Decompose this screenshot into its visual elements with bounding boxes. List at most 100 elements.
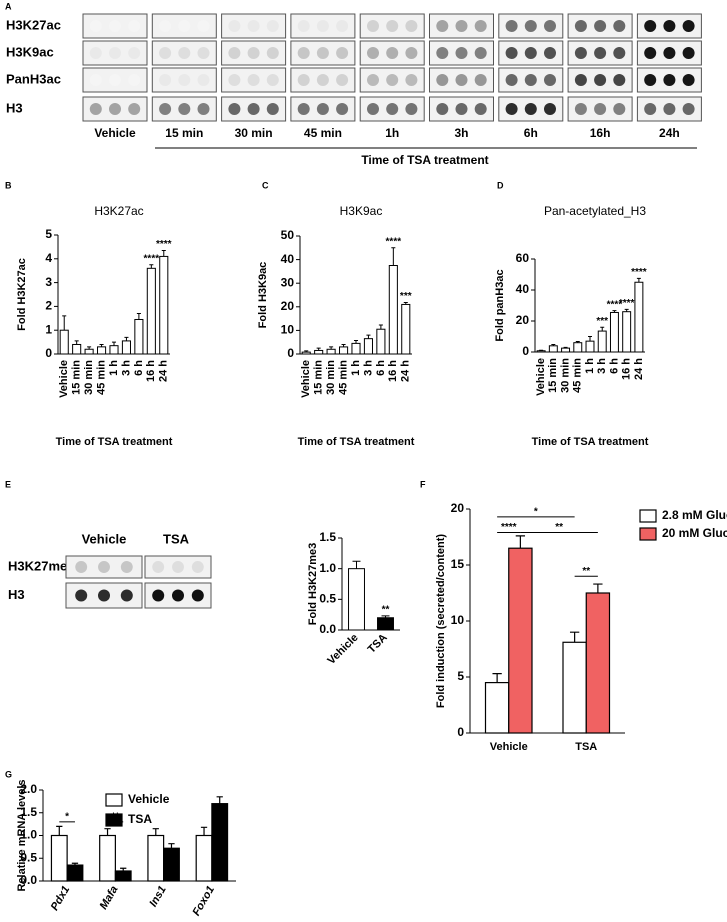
- blot-dot: [128, 74, 141, 86]
- blot-dot: [594, 74, 607, 86]
- blot-dot: [98, 561, 110, 573]
- y-tick-label: 1.5: [319, 530, 336, 544]
- blot-dot: [455, 20, 468, 32]
- blot-dot: [594, 47, 607, 59]
- blot-row-label: PanH3ac: [6, 71, 61, 86]
- error-bar: [200, 826, 208, 836]
- bar: [195, 834, 213, 882]
- blot-dot: [644, 103, 657, 115]
- bar: [163, 847, 180, 882]
- blot-dot: [405, 47, 418, 59]
- blot-row-label: H3K27ac: [6, 17, 61, 32]
- blot-dot: [474, 103, 487, 115]
- x-tick-label: 30 min: [559, 358, 571, 393]
- bar: [508, 547, 533, 734]
- bar: [211, 803, 229, 882]
- blot-column-label: Vehicle: [94, 126, 136, 140]
- blot-dot: [228, 20, 241, 32]
- bar: [401, 303, 411, 355]
- blot-dot: [316, 47, 329, 59]
- blot-dot: [594, 20, 607, 32]
- blot-column-label: 16h: [590, 126, 611, 140]
- x-tick-label: 24 h: [633, 358, 645, 380]
- x-tick-label: 16 h: [621, 358, 633, 380]
- blot-dot: [316, 103, 329, 115]
- significance: **: [382, 605, 390, 616]
- error-bar: [403, 302, 408, 305]
- blot-dot: [455, 47, 468, 59]
- blot-dot: [172, 561, 184, 573]
- blot-dot: [682, 47, 695, 59]
- bar: [109, 345, 119, 355]
- blot-dot: [544, 74, 556, 86]
- blot-dot: [297, 47, 310, 59]
- error-bar: [492, 673, 502, 683]
- blot-dot: [178, 20, 191, 32]
- panel-label: G: [5, 769, 12, 779]
- blot-dot: [574, 103, 587, 115]
- blot-dot: [574, 74, 587, 86]
- bar: [562, 641, 587, 734]
- bar: [622, 311, 632, 353]
- x-tick-label: 24 h: [158, 360, 170, 382]
- panel-label: B: [5, 180, 12, 190]
- y-tick-label: 1.0: [20, 828, 37, 842]
- error-bar: [71, 862, 79, 866]
- blot-dot: [367, 47, 379, 59]
- y-tick-label: 2.0: [20, 782, 37, 796]
- bar: [159, 255, 169, 355]
- y-axis-label: Fold H3K27me3: [307, 543, 319, 626]
- error-bar: [575, 340, 580, 343]
- y-tick-label: 1: [45, 322, 52, 336]
- y-tick-label: 0: [457, 725, 464, 739]
- y-tick-label: 5: [45, 227, 52, 241]
- blot-dot: [594, 103, 607, 115]
- error-bar: [353, 340, 359, 344]
- x-tick-label: TSA: [575, 741, 597, 753]
- x-tick-label: 6 h: [133, 360, 145, 376]
- error-bar: [381, 615, 390, 618]
- error-bar: [149, 264, 154, 269]
- bar: [484, 681, 510, 734]
- error-bar: [87, 346, 92, 350]
- y-axis-label: Relative mRNA levels: [16, 779, 28, 891]
- blot-row-label: H3: [8, 587, 25, 602]
- blot-dot: [505, 74, 518, 86]
- bar: [388, 265, 398, 355]
- blot-dot: [386, 47, 399, 59]
- blot-dot: [228, 103, 241, 115]
- blot-column-label: 45 min: [304, 126, 342, 140]
- error-bar: [316, 347, 321, 351]
- chart-title: Pan-acetylated_H3: [544, 204, 646, 218]
- panel-label: A: [5, 1, 12, 11]
- blot-dot: [109, 47, 121, 59]
- blot-dot: [613, 103, 626, 115]
- x-tick-label: 45 min: [337, 360, 349, 395]
- blot-dot: [524, 20, 537, 32]
- x-tick-label: Pdx1: [49, 884, 73, 913]
- error-bar: [56, 825, 63, 836]
- blot-dot: [474, 20, 487, 32]
- legend-label: 20 mM Glucose: [662, 526, 727, 540]
- blot-dot: [336, 103, 349, 115]
- bar: [50, 834, 68, 882]
- blot-column-label: 15 min: [165, 126, 203, 140]
- blot-dot: [128, 20, 141, 32]
- bar: [99, 834, 116, 882]
- blot-dot: [524, 74, 537, 86]
- blot-dot: [120, 589, 133, 602]
- error-bar: [588, 336, 592, 342]
- error-bar: [111, 341, 117, 346]
- y-tick-label: 0.5: [319, 592, 336, 606]
- y-tick-label: 0: [522, 344, 529, 358]
- blot-dot: [524, 103, 537, 115]
- blot-column-label: TSA: [163, 531, 190, 546]
- x-tick-label: 6 h: [375, 360, 387, 376]
- blot-dot: [247, 103, 260, 115]
- blot-dot: [247, 20, 260, 32]
- blot-dot: [197, 74, 210, 86]
- blot-dot: [386, 20, 399, 32]
- x-tick-label: 30 min: [83, 360, 95, 395]
- error-bar: [341, 344, 346, 347]
- blot-dot: [152, 589, 165, 602]
